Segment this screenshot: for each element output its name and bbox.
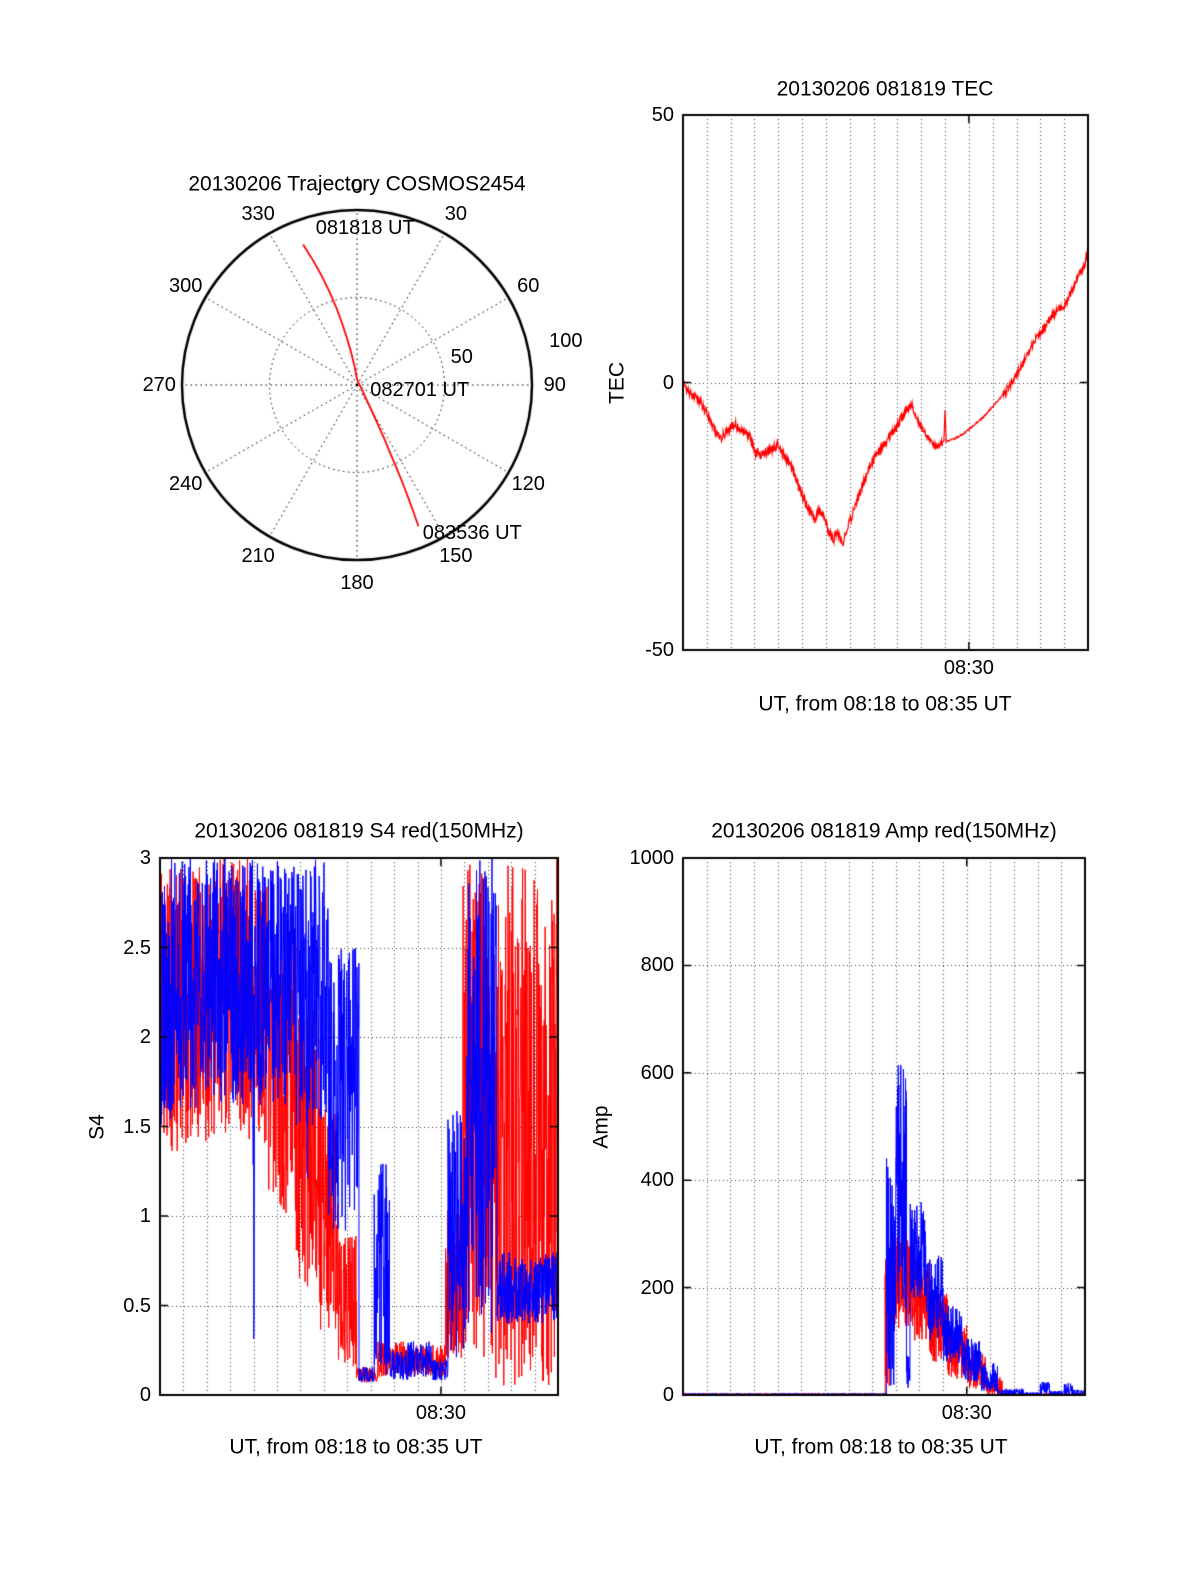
s4-title: 20130206 081819 S4 red(150MHz) bbox=[194, 819, 524, 843]
polar-az-label: 210 bbox=[241, 545, 275, 568]
polar-az-label: 300 bbox=[169, 275, 203, 298]
s4-ytick-label: 2 bbox=[139, 1026, 151, 1048]
polar-title: 20130206 Trajectory COSMOS2454 bbox=[188, 172, 526, 196]
tec-ytick-label: -50 bbox=[645, 639, 674, 661]
amp-ytick-label: 0 bbox=[662, 1384, 674, 1406]
polar-az-label: 180 bbox=[340, 571, 374, 594]
polar-az-label: 240 bbox=[169, 472, 203, 495]
polar-az-label: 0 bbox=[351, 176, 363, 199]
s4-ytick-label: 3 bbox=[139, 847, 151, 869]
polar-az-label: 30 bbox=[444, 202, 467, 225]
polar-time-label: 083536 UT bbox=[422, 521, 522, 544]
tec-ylabel: TEC bbox=[605, 362, 629, 404]
polar-az-label: 270 bbox=[142, 374, 176, 396]
polar-az-label: 150 bbox=[439, 545, 473, 568]
tec-title: 20130206 081819 TEC bbox=[776, 77, 994, 101]
amp-ytick-label: 600 bbox=[640, 1061, 674, 1084]
tec-xlabel: UT, from 08:18 to 08:35 UT bbox=[758, 692, 1012, 716]
s4-xtick-label: 08:30 bbox=[415, 1402, 466, 1424]
amp-ytick-label: 400 bbox=[640, 1169, 674, 1192]
tec-ytick-label: 0 bbox=[662, 371, 674, 394]
polar-time-label: 081818 UT bbox=[315, 216, 415, 239]
polar-az-label: 60 bbox=[517, 275, 540, 298]
polar-az-label: 120 bbox=[511, 472, 545, 495]
s4-ytick-label: 2.5 bbox=[123, 936, 151, 959]
amp-title: 20130206 081819 Amp red(150MHz) bbox=[711, 819, 1057, 843]
s4-ytick-label: 1.5 bbox=[123, 1115, 151, 1138]
s4-ytick-label: 0.5 bbox=[123, 1294, 151, 1317]
s4-ytick-label: 1 bbox=[139, 1205, 151, 1227]
s4-xlabel: UT, from 08:18 to 08:35 UT bbox=[229, 1435, 483, 1459]
polar-az-label: 90 bbox=[543, 374, 566, 396]
polar-az-label: 330 bbox=[241, 202, 275, 225]
amp-xtick-label: 08:30 bbox=[941, 1402, 992, 1424]
amp-xlabel: UT, from 08:18 to 08:35 UT bbox=[754, 1435, 1008, 1459]
amp-ytick-label: 200 bbox=[640, 1276, 674, 1299]
polar-ring-label: 100 bbox=[549, 329, 583, 352]
polar-ring-label: 50 bbox=[450, 345, 473, 368]
amp-ytick-label: 1000 bbox=[629, 847, 675, 869]
s4-ytick-label: 0 bbox=[139, 1384, 151, 1406]
tec-ytick-label: 50 bbox=[651, 104, 674, 126]
amp-ytick-label: 800 bbox=[640, 954, 674, 977]
tec-xtick-label: 08:30 bbox=[943, 657, 994, 679]
s4-ylabel: S4 bbox=[85, 1114, 109, 1140]
polar-time-label: 082701 UT bbox=[370, 379, 470, 402]
amp-ylabel: Amp bbox=[589, 1105, 613, 1149]
